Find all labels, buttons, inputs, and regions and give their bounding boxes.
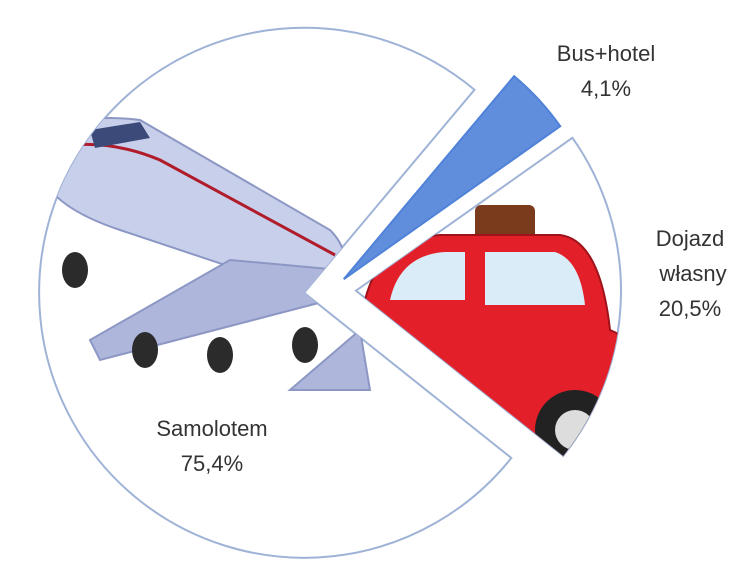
plane-wing <box>88 258 342 362</box>
category-label: Dojazd własny <box>653 226 726 286</box>
slice-picture <box>39 117 372 391</box>
plane-wheel <box>292 327 318 363</box>
slice-group <box>38 26 513 559</box>
slice-group <box>343 74 562 280</box>
car-window <box>390 252 465 300</box>
category-label: Bus+hotel <box>557 41 655 66</box>
car-window <box>485 252 585 305</box>
plane-tail <box>287 328 372 391</box>
labels: Samolotem 75,4% Bus+hotel 4,1% Dojazd własny… <box>156 41 726 476</box>
value-label: 20,5% <box>659 296 721 321</box>
slice <box>343 74 562 280</box>
pie <box>38 26 622 559</box>
plane-wheel <box>132 332 158 368</box>
value-label: 4,1% <box>581 76 631 101</box>
plane-window <box>90 122 150 148</box>
car-suitcase <box>475 205 535 240</box>
car-hub <box>555 410 595 450</box>
category-label: Samolotem <box>156 416 267 441</box>
value-label: 75,4% <box>181 451 243 476</box>
plane-wheel <box>62 252 88 288</box>
plane-wheel <box>207 337 233 373</box>
